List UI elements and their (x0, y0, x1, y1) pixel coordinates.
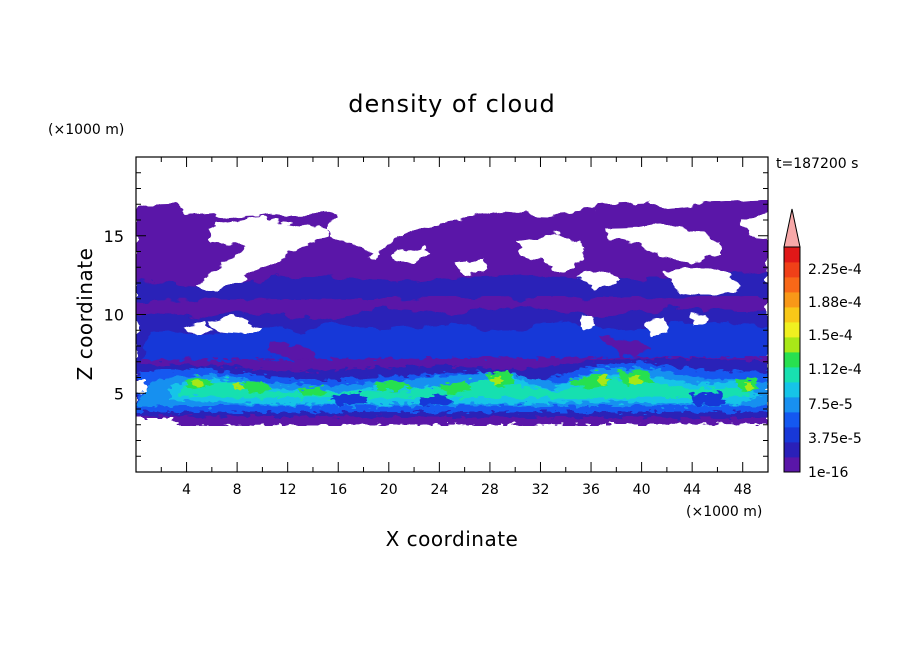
colorbar-band (784, 382, 800, 398)
x-tick-label: 8 (233, 482, 242, 498)
x-tick-label: 32 (532, 482, 550, 498)
x-tick-label: 40 (633, 482, 651, 498)
colorbar-band (784, 247, 800, 263)
x-tick-label: 24 (430, 482, 448, 498)
colorbar-band (784, 307, 800, 323)
x-axis-label: X coordinate (386, 527, 519, 551)
y-unit-label: (×1000 m) (48, 122, 124, 138)
colorbar-band (784, 352, 800, 368)
colorbar-band (784, 337, 800, 353)
plot-area (136, 200, 768, 426)
colorbar-band (784, 412, 800, 428)
colorbar-label: 2.25e-4 (808, 262, 862, 278)
x-tick-label: 44 (683, 482, 701, 498)
colorbar-band (784, 457, 800, 473)
x-tick-label: 4 (182, 482, 191, 498)
colorbar-frame (783, 246, 801, 473)
x-tick-label: 12 (279, 482, 297, 498)
x-tick-label: 36 (582, 482, 600, 498)
colorbar-band (784, 262, 800, 278)
colorbar-extend-arrow (783, 208, 801, 248)
y-axis-label: Z coordinate (73, 248, 97, 381)
colorbar-band (784, 397, 800, 413)
x-tick-label: 20 (380, 482, 398, 498)
chart-title: density of cloud (348, 90, 555, 118)
colorbar-band (784, 277, 800, 293)
colorbar-label: 3.75e-5 (808, 431, 862, 447)
colorbar-band (784, 427, 800, 443)
y-tick-label: 5 (114, 384, 124, 403)
colorbar: 2.25e-4 1.88e-4 1.5e-4 1.12e-4 7.5e-5 3.75e-5… (783, 208, 862, 481)
colorbar-label: 1.88e-4 (808, 295, 862, 311)
x-tick-label: 28 (481, 482, 499, 498)
colorbar-label: 1e-16 (808, 465, 848, 481)
x-tick-label: 16 (329, 482, 347, 498)
colorbar-band (784, 292, 800, 308)
colorbar-label: 1.12e-4 (808, 362, 862, 378)
x-tick-label: 48 (734, 482, 752, 498)
y-tick-label: 10 (104, 306, 124, 325)
colorbar-band (784, 367, 800, 383)
time-label: t=187200 s (776, 156, 858, 172)
colorbar-label: 1.5e-4 (808, 328, 853, 344)
colorbar-band (784, 322, 800, 338)
x-unit-label: (×1000 m) (686, 504, 762, 520)
colorbar-band (784, 442, 800, 458)
colorbar-label: 7.5e-5 (808, 397, 853, 413)
y-tick-label: 15 (104, 227, 124, 246)
lower-cloud-layer (136, 356, 768, 426)
